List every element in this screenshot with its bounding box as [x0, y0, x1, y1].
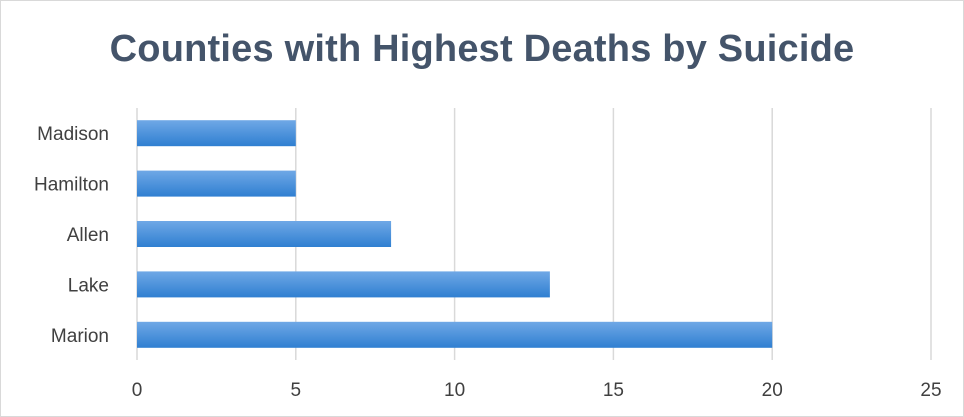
x-tick-label: 5 — [291, 380, 302, 401]
x-tick-label: 10 — [444, 380, 465, 401]
bar-madison — [137, 120, 296, 147]
x-tick-label: 0 — [132, 380, 143, 401]
category-label-allen: Allen — [67, 225, 109, 246]
bar-hamilton — [137, 170, 296, 197]
category-label-hamilton: Hamilton — [34, 175, 109, 196]
x-tick-label: 15 — [603, 380, 624, 401]
bar-marion — [137, 321, 773, 348]
x-tick-label: 20 — [762, 380, 783, 401]
bars — [137, 120, 773, 348]
category-labels: Madison Hamilton Allen Lake Marion — [34, 124, 109, 347]
bar-lake — [137, 271, 550, 298]
bar-allen — [137, 221, 392, 247]
category-label-marion: Marion — [51, 326, 109, 347]
x-tick-label: 25 — [920, 380, 941, 401]
category-label-madison: Madison — [37, 124, 109, 145]
chart-title: Counties with Highest Deaths by Suicide — [109, 28, 855, 70]
category-label-lake: Lake — [68, 275, 109, 296]
x-axis-ticks: 0 5 10 15 20 25 — [132, 380, 942, 401]
